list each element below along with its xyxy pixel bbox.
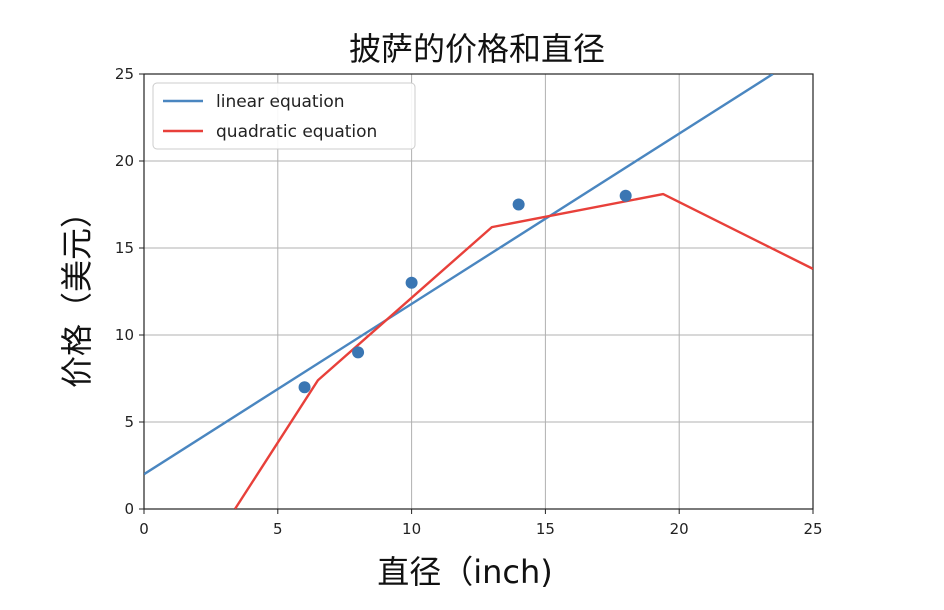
x-axis-label: 直径（inch) bbox=[377, 553, 553, 591]
data-points bbox=[298, 189, 632, 394]
data-point bbox=[512, 198, 525, 211]
y-tick-label: 20 bbox=[115, 152, 134, 170]
y-tick-label: 0 bbox=[124, 500, 134, 518]
x-tick-label: 20 bbox=[670, 520, 689, 538]
x-tick-label: 10 bbox=[402, 520, 421, 538]
legend: linear equation quadratic equation bbox=[152, 82, 416, 150]
legend-entry: quadratic equation bbox=[216, 122, 377, 142]
x-tick-label: 5 bbox=[273, 520, 283, 538]
legend-box bbox=[152, 82, 416, 150]
x-axis: 0 5 10 15 20 25 bbox=[139, 509, 823, 538]
legend-entry: linear equation bbox=[216, 92, 345, 112]
series-line-quadratic bbox=[233, 192, 813, 509]
series-line-linear bbox=[144, 74, 774, 476]
x-tick-label: 25 bbox=[803, 520, 822, 538]
y-tick-label: 25 bbox=[115, 65, 134, 83]
y-axis: 0 5 10 15 20 25 bbox=[115, 65, 144, 518]
y-tick-label: 15 bbox=[115, 239, 134, 257]
series-lines bbox=[144, 74, 813, 509]
chart-title: 披萨的价格和直径 bbox=[349, 30, 605, 68]
data-point bbox=[619, 189, 632, 202]
x-tick-label: 0 bbox=[139, 520, 149, 538]
y-tick-label: 10 bbox=[115, 326, 134, 344]
y-axis-label: 价格（美元） bbox=[58, 196, 96, 388]
x-tick-label: 15 bbox=[536, 520, 555, 538]
data-point bbox=[352, 346, 365, 359]
y-tick-label: 5 bbox=[124, 413, 134, 431]
data-point bbox=[298, 381, 311, 394]
data-point bbox=[405, 276, 418, 289]
plot-frame bbox=[143, 73, 814, 510]
